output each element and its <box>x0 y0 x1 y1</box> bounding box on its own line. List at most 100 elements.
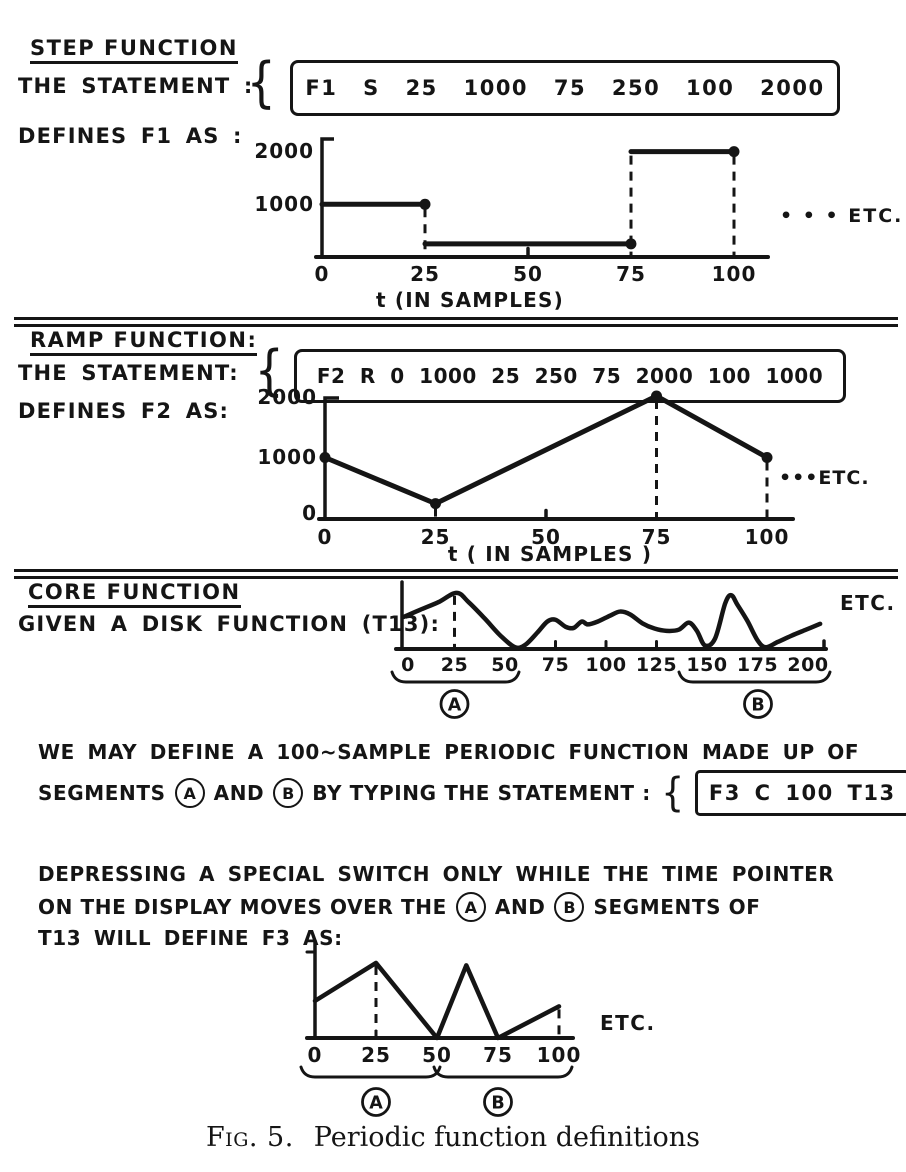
ramp-function-plot: 0 25 50 75 100 2000 1000 0 •••ETC. <box>257 385 870 549</box>
tick-label: 100 <box>712 262 757 286</box>
segment-letter: A <box>369 1094 383 1114</box>
para1-segments-word: SEGMENTS <box>38 781 166 805</box>
etc-label: •••ETC. <box>779 467 870 489</box>
segment-bracket <box>390 670 521 684</box>
core-function-heading: CORE FUNCTION <box>28 580 241 608</box>
para2-line2-post: SEGMENTS OF <box>593 895 761 919</box>
circled-a-inline: A <box>174 778 205 808</box>
ramp-statement-box: F2 R 0 1000 25 250 75 2000 100 1000 <box>294 349 846 403</box>
step-function-heading: STEP FUNCTION <box>30 36 238 64</box>
figure-caption-text: Periodic function definitions <box>313 1122 701 1153</box>
circled-segment-label <box>439 689 470 719</box>
f2-ramp-curve <box>322 393 770 507</box>
y-tick-label: 1000 <box>257 445 317 469</box>
tick-label: 0 <box>308 1043 323 1067</box>
tick-label: 125 <box>636 654 677 676</box>
figure-caption: Fig. 5. Periodic function definitions <box>0 1122 906 1153</box>
data-point-dot <box>419 198 431 210</box>
y-tick-label: 0 <box>302 501 317 525</box>
para2-line2-pre: ON THE DISPLAY MOVES OVER THE <box>38 895 447 919</box>
para1-and-word: AND <box>213 781 265 805</box>
tick-label: 75 <box>483 1043 513 1067</box>
circled-b-inline: B <box>554 892 585 922</box>
step-function-plot: 0 25 50 75 100 2000 1000 • • • ETC. <box>254 137 903 286</box>
y-axis <box>323 396 339 519</box>
para1-line2: SEGMENTS A AND B BY TYPING THE STATEMENT… <box>38 770 906 816</box>
tick-label: 75 <box>542 654 569 676</box>
para2-line1: DEPRESSING A SPECIAL SWITCH ONLY WHILE T… <box>38 862 835 886</box>
y-tick-label: 2000 <box>257 385 317 409</box>
tick-label: 75 <box>642 525 672 549</box>
ramp-statement-brace: { <box>254 339 284 402</box>
tick-label: 50 <box>491 654 518 676</box>
section-separator <box>14 569 898 579</box>
tick-label: 25 <box>361 1043 391 1067</box>
etc-label: • • • ETC. <box>780 205 903 227</box>
tick-label: 150 <box>686 654 727 676</box>
segment-bracket <box>432 1065 574 1079</box>
para2-line2: ON THE DISPLAY MOVES OVER THE A AND B SE… <box>38 892 761 922</box>
tick-label: 25 <box>421 525 451 549</box>
t13-disk-function-curve <box>401 590 823 651</box>
para1-line1: WE MAY DEFINE A 100~SAMPLE PERIODIC FUNC… <box>38 740 860 764</box>
data-point-dot <box>728 146 740 158</box>
tick-label: 50 <box>513 262 543 286</box>
step-statement-text: F1 S 25 1000 75 250 100 2000 <box>305 76 825 100</box>
data-point-dot <box>430 498 441 510</box>
step-statement-box: F1 S 25 1000 75 250 100 2000 <box>290 60 840 116</box>
y-tick-label: 1000 <box>254 192 314 216</box>
data-point-dot <box>651 390 662 402</box>
tick-label: 0 <box>401 654 415 676</box>
disk-function-plot: 0 25 50 75 100 125 150 175 200 A B ETC. <box>390 580 896 719</box>
para2-line3: T13 WILL DEFINE F3 AS: <box>38 926 343 950</box>
ramp-defines-label: DEFINES F2 AS: <box>18 399 230 423</box>
y-tick-label: 2000 <box>254 139 314 163</box>
tick-label: 100 <box>537 1043 582 1067</box>
tick-label: 50 <box>422 1043 452 1067</box>
tick-label: 100 <box>585 654 626 676</box>
f3-curve <box>312 960 562 1041</box>
circled-segment-label <box>361 1087 391 1117</box>
circled-a-inline: A <box>455 892 486 922</box>
tick-label: 175 <box>737 654 778 676</box>
core-statement-box: F3 C 100 T13 <box>694 770 906 816</box>
step-statement-label: THE STATEMENT : <box>18 74 254 98</box>
tick-label: 50 <box>531 525 561 549</box>
etc-label: ETC. <box>840 591 896 615</box>
circled-segment-label <box>743 689 773 719</box>
segment-letter: A <box>448 696 462 716</box>
para1-rest: BY TYPING THE STATEMENT : <box>312 781 651 805</box>
tick-label: 100 <box>745 525 790 549</box>
tick-label: 75 <box>616 262 646 286</box>
tick-label: 0 <box>315 262 330 286</box>
step-plot-xlabel: t (IN SAMPLES) <box>375 288 564 312</box>
core-given-label: GIVEN A DISK FUNCTION (T13): <box>18 612 441 636</box>
tick-label: 0 <box>318 525 333 549</box>
section-separator <box>14 317 898 327</box>
tick-label: 200 <box>787 654 828 676</box>
data-point-dot <box>625 238 637 250</box>
figure-number: Fig. 5. <box>205 1122 294 1153</box>
circled-b-inline: B <box>273 778 304 808</box>
para2-and-word: AND <box>494 895 546 919</box>
core-statement-brace: { <box>661 770 685 816</box>
ramp-plot-xlabel: t ( IN SAMPLES ) <box>447 542 653 566</box>
segment-bracket <box>299 1065 442 1079</box>
data-point-dot <box>319 452 331 463</box>
y-axis <box>320 137 334 257</box>
segment-letter: B <box>751 696 764 716</box>
circled-segment-label <box>483 1087 513 1117</box>
data-point-dot <box>761 452 773 463</box>
tick-label: 25 <box>441 654 468 676</box>
step-defines-label: DEFINES F1 AS : <box>18 124 243 148</box>
segment-letter: B <box>491 1094 504 1114</box>
ramp-statement-label: THE STATEMENT: <box>18 361 239 385</box>
step-statement-brace: { <box>246 51 276 114</box>
f3-periodic-plot: 0 25 50 75 100 A B ETC. <box>299 939 656 1117</box>
tick-label: 25 <box>410 262 440 286</box>
ramp-function-heading: RAMP FUNCTION: <box>30 328 258 356</box>
segment-bracket <box>677 670 832 684</box>
etc-label: ETC. <box>600 1011 656 1035</box>
ramp-statement-text: F2 R 0 1000 25 250 75 2000 100 1000 <box>316 364 824 388</box>
